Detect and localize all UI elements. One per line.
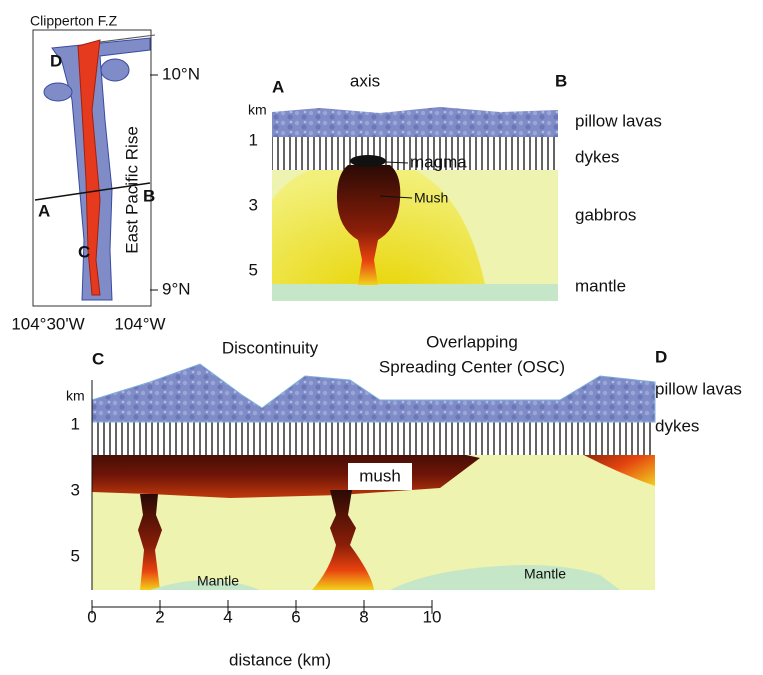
depth-label: 1: [71, 414, 80, 433]
point-label: A: [38, 201, 50, 220]
end-label: B: [555, 71, 567, 90]
mantle: [150, 580, 260, 590]
depth-unit: km: [66, 388, 85, 404]
longitude-label: 104°W: [114, 314, 165, 333]
profile-line: [34, 182, 151, 201]
annotation: Spreading Center (OSC): [379, 357, 565, 376]
layer-label: pillow lavas: [655, 379, 742, 398]
dykes: [272, 134, 558, 170]
mantle-label: Mantle: [524, 566, 566, 582]
distance-ticks: 0 2 4 6 8 10: [87, 600, 441, 626]
axis-label: axis: [350, 71, 380, 90]
layer-label: mantle: [575, 276, 626, 295]
end-label: A: [272, 77, 284, 96]
latitude-label: 10°N: [162, 64, 200, 83]
tick-label: 4: [223, 607, 232, 626]
longitude-label: 104°30'W: [11, 314, 84, 333]
mantle: [272, 284, 558, 301]
label-box: [348, 463, 412, 490]
section-cd: C Discontinuity Overlapping Spreading Ce…: [66, 332, 742, 669]
tick-label: 2: [155, 607, 164, 626]
latitude-label: 9°N: [162, 279, 191, 298]
leader: [379, 195, 413, 199]
point-label: C: [78, 242, 90, 261]
map: Clipperton F.Z 10°N 9°N East Pacific Ris…: [11, 13, 200, 334]
magma-chamber: [336, 165, 401, 285]
label: Clipperton F.Z: [30, 13, 118, 29]
mush-label: Mush: [414, 190, 448, 206]
tick-label: 8: [359, 607, 368, 626]
layer-label: dykes: [575, 147, 619, 166]
ridge-label: East Pacific Rise: [122, 126, 141, 254]
magma-label: magma: [410, 152, 467, 171]
tick-label: 0: [87, 607, 96, 626]
layer-label: gabbros: [575, 205, 636, 224]
layer-label: pillow lavas: [575, 111, 662, 130]
tick-label: 10: [423, 607, 442, 626]
annotation: Discontinuity: [222, 338, 319, 357]
mantle: [390, 565, 620, 590]
end-label: D: [655, 347, 667, 366]
point-label: D: [50, 51, 62, 70]
axis-title: distance (km): [229, 650, 331, 669]
depth-label: 1: [249, 130, 258, 149]
pillow-lavas: [91, 363, 656, 423]
fracture-line: [99, 34, 156, 43]
leader: [385, 161, 409, 164]
dykes: [92, 420, 655, 455]
annotation: Overlapping: [426, 332, 518, 351]
section-ab: A axis B km 1 3 5 pillow lavas dykes gab…: [248, 71, 662, 301]
point-label: B: [143, 186, 155, 205]
pillow-lavas: [272, 107, 558, 137]
tick-label: 6: [291, 607, 300, 626]
seamount: [43, 82, 73, 102]
magma-conduit: [138, 494, 162, 590]
ridge-axis: [77, 39, 101, 296]
magma-conduit: [312, 490, 374, 590]
ridge-bathymetry: [51, 37, 151, 301]
depth-label: 5: [71, 546, 80, 565]
depth-label: 5: [249, 260, 258, 279]
layer-label: dykes: [655, 416, 699, 435]
magma-lens: [350, 155, 386, 167]
mush-label: mush: [359, 466, 401, 485]
seamount: [100, 58, 130, 82]
depth-label: 3: [249, 195, 258, 214]
depth-unit: km: [248, 102, 267, 118]
mantle-label: Mantle: [197, 573, 239, 589]
end-label: C: [92, 349, 104, 368]
depth-label: 3: [71, 480, 80, 499]
